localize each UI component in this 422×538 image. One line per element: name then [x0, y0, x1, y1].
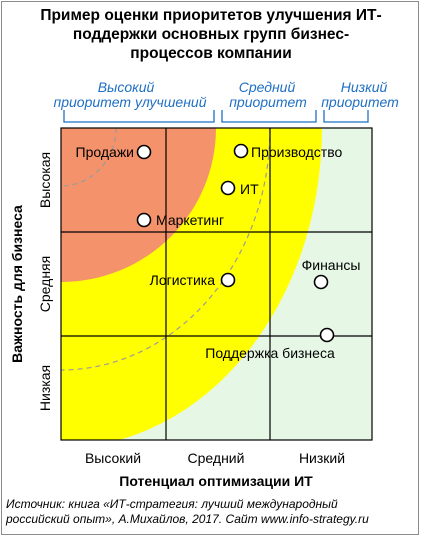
process-marker-production: [233, 143, 249, 159]
low-priority-bracket: [323, 110, 369, 123]
process-marker-sales: [136, 144, 152, 160]
x-axis-title: Потенциал оптимизации ИТ: [119, 473, 313, 489]
high-priority-zone: [61, 128, 216, 282]
high-zone-dashed-arc: [61, 128, 117, 187]
y-level-low: Низкая: [37, 365, 53, 411]
high-priority-bracket: [63, 110, 215, 123]
process-marker-logistics: [220, 272, 236, 288]
process-label-production: Производство: [251, 144, 342, 160]
title-line-3: процессов компании: [130, 45, 292, 62]
process-label-logistics: Логистика: [150, 272, 216, 288]
x-level-medium: Средний: [188, 450, 245, 466]
process-label-business-support: Поддержка бизнеса: [205, 345, 335, 361]
process-marker-finance: [313, 274, 329, 290]
title-line-1: Пример оценки приоритетов улучшения ИТ-: [40, 7, 382, 24]
high-priority-label-line-1: Высокий: [98, 79, 155, 95]
medium-priority-label-line-1: Средний: [239, 79, 296, 95]
priority-brackets: [63, 110, 369, 123]
y-axis-title: Важность для бизнеса: [9, 205, 25, 363]
source-line-2: российский опыт», А.Михайлов, 2017. Сайт…: [6, 512, 369, 526]
x-level-low: Низкий: [299, 450, 345, 466]
medium-priority-bracket: [221, 110, 317, 123]
process-marker-marketing: [136, 212, 152, 228]
grid: [60, 127, 373, 441]
title-line-2: поддержки основных групп бизнес-: [72, 26, 350, 43]
medium-priority-label-line-2: приоритет: [229, 94, 307, 110]
process-marker-it: [220, 180, 236, 196]
high-priority-label-line-2: приоритет улучшений: [54, 94, 207, 110]
low-priority-label-line-2: приоритет: [321, 94, 399, 110]
y-level-medium: Средняя: [37, 256, 53, 312]
process-label-it: ИТ: [240, 181, 259, 197]
source-note: Источник: книга «ИТ-стратегия: лучший ме…: [6, 497, 418, 527]
process-label-sales: Продажи: [76, 144, 134, 160]
low-priority-label-line-1: Низкий: [341, 79, 388, 95]
y-level-high: Высокая: [37, 152, 53, 208]
x-level-high: Высокий: [85, 450, 141, 466]
source-line-1: Источник: книга «ИТ-стратегия: лучший ме…: [6, 497, 338, 511]
process-label-finance: Финансы: [302, 257, 361, 273]
process-marker-business-support: [319, 327, 335, 343]
process-label-marketing: Маркетинг: [156, 212, 224, 228]
medium-zone-dashed-arc: [61, 128, 271, 371]
chart-title: Пример оценки приоритетов улучшения ИТ- …: [0, 6, 422, 63]
